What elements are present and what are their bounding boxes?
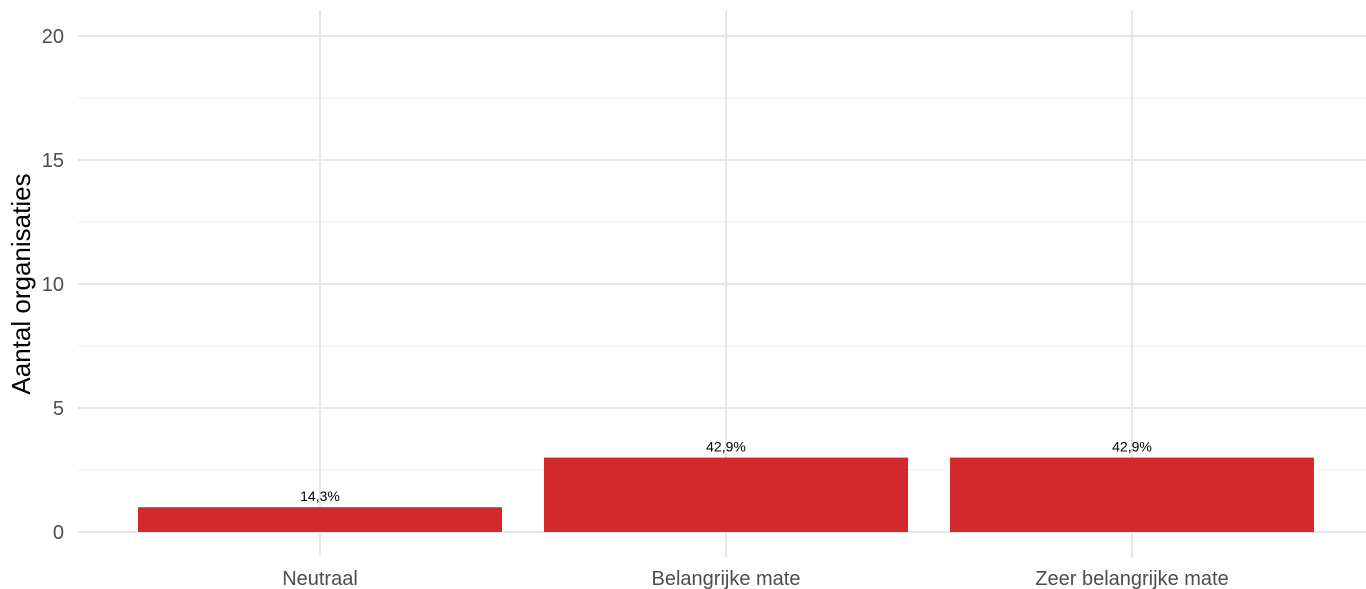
y-tick-label: 20 [42, 26, 64, 48]
bars [138, 457, 1314, 532]
bar-data-label: 42,9% [706, 439, 746, 455]
y-tick-label: 0 [53, 522, 64, 544]
bar [950, 457, 1314, 532]
x-axis-ticks: Neutraal Belangrijke mate Zeer belangrijke… [282, 568, 1229, 589]
x-tick-label: Zeer belangrijke mate [1035, 568, 1228, 589]
x-tick-label: Belangrijke mate [652, 568, 801, 589]
y-tick-label: 10 [42, 274, 64, 296]
bar-data-label: 14,3% [300, 488, 340, 504]
y-axis-ticks: 0 5 10 15 20 [42, 26, 64, 544]
x-tick-label: Neutraal [282, 568, 358, 589]
bar-data-label: 42,9% [1112, 439, 1152, 455]
y-axis-label: Aantal organisaties [6, 173, 36, 394]
bar-data-labels: 14,3% 42,9% 42,9% [300, 439, 1152, 505]
bar [138, 507, 502, 532]
y-tick-label: 5 [53, 398, 64, 420]
bar [544, 457, 908, 532]
y-tick-label: 15 [42, 150, 64, 172]
